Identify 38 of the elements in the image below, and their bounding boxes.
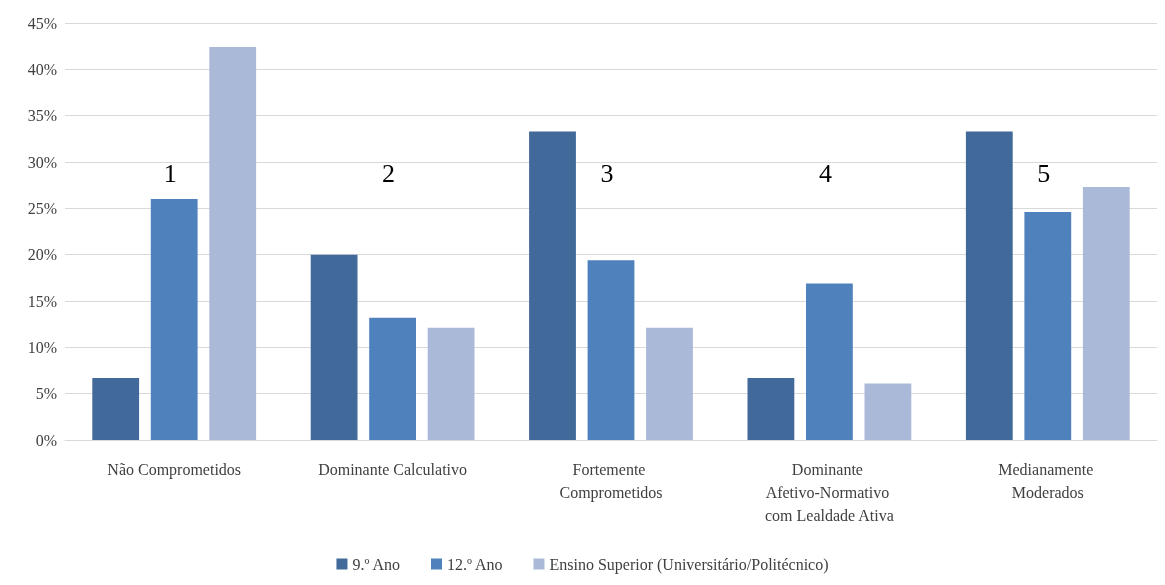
annotation: 2 bbox=[382, 158, 396, 188]
bar bbox=[587, 260, 635, 440]
bar bbox=[427, 327, 475, 440]
annotation: 3 bbox=[600, 158, 614, 188]
bar bbox=[92, 377, 140, 440]
legend-label: Ensino Superior (Universitário/Politécnico) bbox=[549, 555, 829, 574]
legend-label: 12.º Ano bbox=[446, 555, 503, 573]
bar bbox=[369, 317, 416, 440]
bar bbox=[806, 283, 853, 440]
y-tick-label: 0% bbox=[35, 431, 57, 449]
y-tick-label: 35% bbox=[27, 107, 57, 125]
bar bbox=[529, 131, 576, 440]
bar bbox=[965, 131, 1013, 440]
legend-label: 9.º Ano bbox=[352, 555, 401, 573]
y-tick-label: 45% bbox=[27, 14, 57, 32]
x-tick-label: Dominante Afetivo-Normativo com Lealdade Ativa bbox=[764, 461, 894, 524]
x-tick-label: Medianamente Moderados bbox=[998, 461, 1098, 501]
bar bbox=[1082, 187, 1130, 440]
x-tick-label: Dominante Calculativo bbox=[318, 461, 468, 478]
bar bbox=[864, 383, 912, 440]
bar bbox=[150, 199, 198, 440]
y-tick-label: 10% bbox=[27, 338, 57, 356]
annotation: 4 bbox=[818, 158, 832, 188]
y-tick-label: 15% bbox=[27, 292, 57, 310]
y-tick-label: 5% bbox=[35, 385, 57, 403]
bar bbox=[646, 327, 693, 440]
bar bbox=[209, 47, 257, 440]
bar bbox=[747, 377, 795, 440]
x-tick-label: Fortemente Comprometidos bbox=[559, 461, 663, 502]
bar bbox=[310, 254, 358, 440]
bar bbox=[1024, 212, 1072, 440]
y-tick-label: 25% bbox=[27, 199, 57, 217]
y-tick-label: 20% bbox=[27, 246, 57, 264]
y-tick-label: 30% bbox=[27, 153, 57, 171]
annotation: 1 bbox=[163, 158, 177, 188]
y-tick-label: 40% bbox=[27, 60, 57, 78]
annotation: 5 bbox=[1037, 158, 1051, 188]
x-tick-label: Não Comprometidos bbox=[107, 461, 242, 479]
